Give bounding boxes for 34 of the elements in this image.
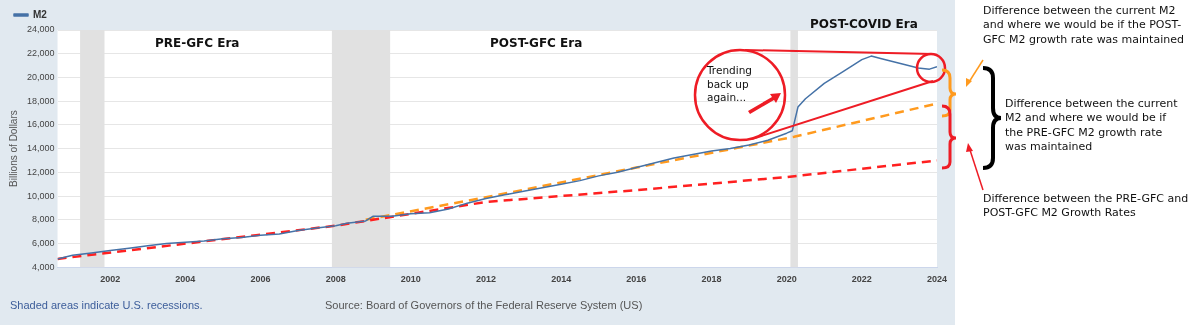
- text: Shaded areas indicate U.S. recessions.: [10, 298, 204, 313]
- x-tick-label: 2008: [325, 274, 346, 285]
- source-note: Source: Board of Governors of the Federal Reserve System (US): [325, 298, 644, 313]
- x-tick-label: 2018: [701, 274, 722, 285]
- x-tick-label: 2002: [100, 274, 121, 285]
- x-tick-label: 2006: [250, 274, 271, 285]
- y-tick-label: 22,000: [27, 48, 55, 59]
- x-tick-label: 2024: [926, 274, 948, 285]
- y-tick-label: 16,000: [27, 119, 55, 130]
- x-tick-label: 2022: [851, 274, 872, 285]
- annotation: POST-COVID Era: [810, 17, 919, 33]
- text: Difference between the current M2 and where we would be if the POST-GFC M2 growth rate was maintained: [983, 4, 1185, 47]
- text: Difference between the current M2 and where we would be if the PRE-GFC M2 growth rate was maintained: [1005, 97, 1179, 155]
- y-tick-label: 6,000: [32, 237, 55, 248]
- y-tick-label: 24,000: [27, 24, 55, 35]
- legend-label: M2: [33, 8, 48, 20]
- annotation: POST-GFC Era: [490, 36, 584, 52]
- y-tick-label: 4,000: [32, 261, 55, 272]
- y-tick-label: 14,000: [27, 143, 55, 154]
- text: Difference between the PRE-GFC and POST-GFC M2 Growth Rates: [983, 192, 1190, 221]
- annotation: Trending back up again...: [707, 64, 753, 105]
- y-tick-label: 10,000: [27, 190, 55, 201]
- x-tick-label: 2014: [551, 274, 572, 285]
- x-tick-label: 2012: [475, 274, 496, 285]
- y-tick-label: 8,000: [32, 214, 55, 225]
- x-tick-label: 2020: [776, 274, 797, 285]
- x-tick-label: 2004: [175, 274, 196, 285]
- y-tick-label: 12,000: [27, 166, 55, 177]
- y-tick-label: 18,000: [27, 95, 55, 106]
- y-tick-label: 20,000: [27, 71, 55, 82]
- y-axis-title: Billions of Dollars: [7, 110, 19, 187]
- x-tick-label: 2016: [626, 274, 647, 285]
- x-tick-label: 2010: [400, 274, 421, 285]
- annotation: PRE-GFC Era: [155, 36, 241, 52]
